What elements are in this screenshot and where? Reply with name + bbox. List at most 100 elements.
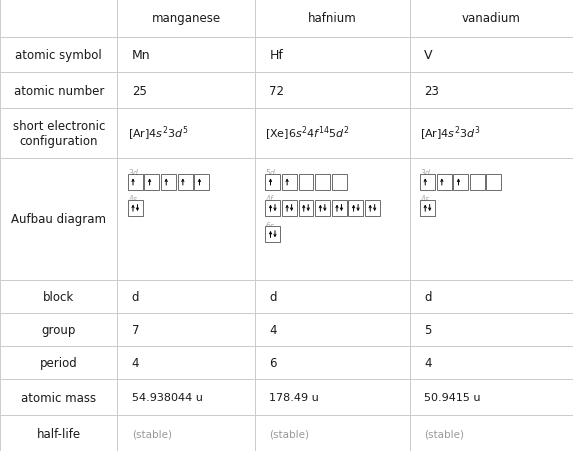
Bar	[410, 379, 573, 415]
Bar	[265, 200, 280, 216]
Bar	[128, 174, 143, 190]
Bar	[282, 174, 297, 190]
Bar	[117, 346, 255, 379]
Bar	[410, 74, 573, 109]
Bar	[315, 200, 330, 216]
Bar	[255, 280, 410, 313]
Text: 3$d$: 3$d$	[420, 167, 431, 178]
Text: 72: 72	[269, 85, 284, 98]
Bar	[332, 174, 347, 190]
Text: d: d	[269, 290, 277, 303]
Bar	[410, 159, 573, 280]
Text: 5: 5	[424, 323, 431, 336]
Bar	[117, 109, 255, 159]
Bar	[255, 159, 410, 280]
Bar	[117, 313, 255, 346]
Bar	[299, 200, 313, 216]
Bar	[255, 74, 410, 109]
Bar	[420, 200, 435, 216]
Text: period: period	[40, 356, 77, 369]
Bar	[453, 174, 468, 190]
Bar	[365, 200, 380, 216]
Text: Aufbau diagram: Aufbau diagram	[11, 213, 106, 226]
Text: V: V	[424, 49, 433, 62]
Text: 6: 6	[269, 356, 277, 369]
Bar	[410, 0, 573, 37]
Bar	[161, 174, 176, 190]
Bar	[128, 200, 143, 216]
Bar	[255, 37, 410, 74]
Bar	[0, 379, 117, 415]
Text: 50.9415 u: 50.9415 u	[424, 392, 481, 402]
Text: manganese: manganese	[152, 12, 221, 25]
Bar	[410, 109, 573, 159]
Bar	[0, 74, 117, 109]
Text: 54.938044 u: 54.938044 u	[132, 392, 203, 402]
Text: 25: 25	[132, 85, 147, 98]
Text: 178.49 u: 178.49 u	[269, 392, 319, 402]
Text: group: group	[42, 323, 76, 336]
Text: half-life: half-life	[37, 427, 81, 440]
Bar	[410, 313, 573, 346]
Text: 4$s$: 4$s$	[420, 193, 431, 204]
Bar	[470, 174, 485, 190]
Bar	[255, 313, 410, 346]
Text: (stable): (stable)	[132, 428, 172, 438]
Text: d: d	[132, 290, 139, 303]
Bar	[117, 379, 255, 415]
Bar	[255, 346, 410, 379]
Bar	[0, 0, 117, 37]
Bar	[315, 174, 330, 190]
Text: 4: 4	[424, 356, 431, 369]
Text: Hf: Hf	[269, 49, 283, 62]
Text: 4: 4	[132, 356, 139, 369]
Bar	[348, 200, 363, 216]
Text: (stable): (stable)	[269, 428, 309, 438]
Text: 4: 4	[269, 323, 277, 336]
Bar	[117, 0, 255, 37]
Bar	[255, 109, 410, 159]
Bar	[410, 280, 573, 313]
Bar	[255, 0, 410, 37]
Bar	[144, 174, 159, 190]
Bar	[194, 174, 209, 190]
Text: 4$s$: 4$s$	[128, 193, 139, 204]
Bar	[117, 74, 255, 109]
Text: [Ar]4$s^2$3$d^5$: [Ar]4$s^2$3$d^5$	[128, 125, 189, 143]
Bar	[0, 415, 117, 451]
Bar	[0, 37, 117, 74]
Bar	[255, 379, 410, 415]
Bar	[0, 313, 117, 346]
Bar	[410, 37, 573, 74]
Text: Mn: Mn	[132, 49, 151, 62]
Bar	[0, 280, 117, 313]
Bar	[410, 415, 573, 451]
Text: atomic number: atomic number	[14, 85, 104, 98]
Bar	[117, 415, 255, 451]
Bar	[117, 37, 255, 74]
Text: 3$d$: 3$d$	[128, 167, 139, 178]
Bar	[265, 226, 280, 243]
Bar	[178, 174, 193, 190]
Bar	[117, 159, 255, 280]
Text: 5$d$: 5$d$	[265, 167, 277, 178]
Bar	[255, 415, 410, 451]
Bar	[265, 174, 280, 190]
Bar	[437, 174, 452, 190]
Text: 6$s$: 6$s$	[265, 219, 276, 230]
Text: [Xe]6$s^2$4$f^{14}$5$d^2$: [Xe]6$s^2$4$f^{14}$5$d^2$	[265, 125, 350, 143]
Text: vanadium: vanadium	[462, 12, 521, 25]
Text: hafnium: hafnium	[308, 12, 357, 25]
Text: 7: 7	[132, 323, 139, 336]
Text: 4$f$: 4$f$	[265, 193, 276, 204]
Bar	[282, 200, 297, 216]
Bar	[332, 200, 347, 216]
Bar	[420, 174, 435, 190]
Text: block: block	[43, 290, 74, 303]
Bar	[410, 346, 573, 379]
Bar	[0, 109, 117, 159]
Bar	[0, 346, 117, 379]
Text: 23: 23	[424, 85, 439, 98]
Text: short electronic
configuration: short electronic configuration	[13, 120, 105, 148]
Text: (stable): (stable)	[424, 428, 464, 438]
